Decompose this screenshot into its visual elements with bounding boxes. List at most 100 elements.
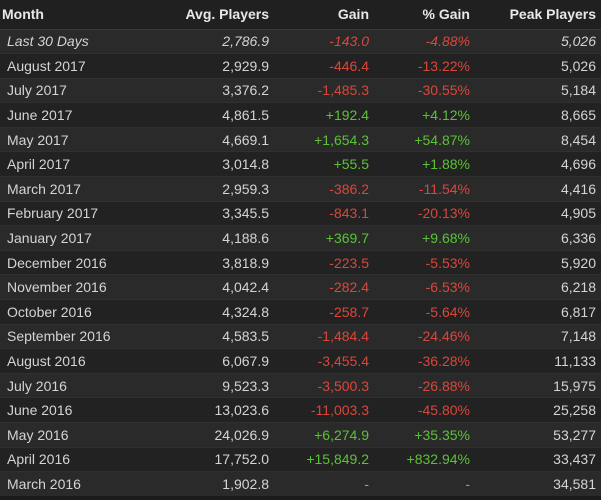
month-cell: May 2016 xyxy=(0,422,162,448)
percent-gain-cell: +4.12% xyxy=(374,102,475,128)
month-cell: April 2017 xyxy=(0,151,162,177)
avg-players-cell: 6,067.9 xyxy=(162,348,274,374)
avg-players-cell: 1,902.8 xyxy=(162,471,274,497)
month-cell: October 2016 xyxy=(0,299,162,325)
month-cell: July 2017 xyxy=(0,77,162,103)
month-cell: December 2016 xyxy=(0,249,162,275)
percent-gain-cell: +832.94% xyxy=(374,446,475,472)
percent-gain-cell: +1.88% xyxy=(374,151,475,177)
table-row: August 2017 2,929.9 -446.4 -13.22% 5,026 xyxy=(0,53,601,79)
month-cell: February 2017 xyxy=(0,200,162,226)
month-cell: May 2017 xyxy=(0,126,162,152)
avg-players-cell: 13,023.6 xyxy=(162,397,274,423)
avg-players-cell: 4,861.5 xyxy=(162,102,274,128)
table-row: June 2016 13,023.6 -11,003.3 -45.80% 25,258 xyxy=(0,397,601,423)
gain-cell: -3,455.4 xyxy=(274,348,374,374)
table-row: July 2017 3,376.2 -1,485.3 -30.55% 5,184 xyxy=(0,77,601,103)
peak-players-cell: 5,184 xyxy=(475,77,601,103)
peak-players-cell: 11,133 xyxy=(475,348,601,374)
gain-cell: -446.4 xyxy=(274,53,374,79)
avg-players-cell: 4,583.5 xyxy=(162,323,274,349)
percent-gain-cell: -45.80% xyxy=(374,397,475,423)
month-cell: November 2016 xyxy=(0,274,162,300)
avg-players-cell: 3,345.5 xyxy=(162,200,274,226)
gain-cell: +55.5 xyxy=(274,151,374,177)
table-row: April 2016 17,752.0 +15,849.2 +832.94% 33,43… xyxy=(0,446,601,472)
percent-gain-cell: +35.35% xyxy=(374,422,475,448)
table-row: March 2016 1,902.8- -34,581 xyxy=(0,471,601,497)
gain-cell: -282.4 xyxy=(274,274,374,300)
peak-players-column-header[interactable]: Peak Players xyxy=(475,0,601,30)
peak-players-cell: 53,277 xyxy=(475,422,601,448)
avg-players-cell: 4,669.1 xyxy=(162,126,274,152)
table-row: January 2017 4,188.6 +369.7 +9.68% 6,336 xyxy=(0,225,601,251)
avg-players-cell: 2,959.3 xyxy=(162,176,274,202)
percent-gain-column-header[interactable]: % Gain xyxy=(374,0,475,30)
gain-cell: +1,654.3 xyxy=(274,126,374,152)
avg-players-cell: 24,026.9 xyxy=(162,422,274,448)
avg-players-cell: 2,929.9 xyxy=(162,53,274,79)
peak-players-cell: 6,336 xyxy=(475,225,601,251)
avg-players-cell: 3,014.8 xyxy=(162,151,274,177)
avg-players-column-header[interactable]: Avg. Players xyxy=(162,0,274,30)
header-row: Month Avg. Players Gain % Gain Peak Play… xyxy=(0,0,601,30)
month-cell: January 2017 xyxy=(0,225,162,251)
avg-players-cell: 4,042.4 xyxy=(162,274,274,300)
month-cell: Last 30 Days xyxy=(0,28,162,54)
table-row: September 2016 4,583.5 -1,484.4 -24.46% 7,14… xyxy=(0,323,601,349)
table-row: April 2017 3,014.8 +55.5 +1.88% 4,696 xyxy=(0,151,601,177)
table-row: March 2017 2,959.3 -386.2 -11.54% 4,416 xyxy=(0,176,601,202)
avg-players-cell: 4,188.6 xyxy=(162,225,274,251)
table-row: August 2016 6,067.9 -3,455.4 -36.28% 11,133 xyxy=(0,348,601,374)
gain-column-header[interactable]: Gain xyxy=(274,0,374,30)
peak-players-cell: 8,665 xyxy=(475,102,601,128)
peak-players-cell: 7,148 xyxy=(475,323,601,349)
percent-gain-cell: -24.46% xyxy=(374,323,475,349)
gain-cell: +192.4 xyxy=(274,102,374,128)
gain-cell: -386.2 xyxy=(274,176,374,202)
gain-cell: - xyxy=(274,471,374,497)
peak-players-cell: 34,581 xyxy=(475,471,601,497)
percent-gain-cell: -13.22% xyxy=(374,53,475,79)
gain-cell: -1,485.3 xyxy=(274,77,374,103)
gain-cell: -258.7 xyxy=(274,299,374,325)
table-row: December 2016 3,818.9 -223.5 -5.53% 5,920 xyxy=(0,249,601,275)
table-row: February 2017 3,345.5 -843.1 -20.13% 4,905 xyxy=(0,200,601,226)
peak-players-cell: 25,258 xyxy=(475,397,601,423)
avg-players-cell: 2,786.9 xyxy=(162,28,274,54)
peak-players-cell: 33,437 xyxy=(475,446,601,472)
percent-gain-cell: -4.88% xyxy=(374,28,475,54)
peak-players-cell: 4,696 xyxy=(475,151,601,177)
table-body: Last 30 Days 2,786.9 -143.0 -4.88% 5,026 Augu… xyxy=(0,28,601,497)
gain-cell: -143.0 xyxy=(274,28,374,54)
peak-players-cell: 4,416 xyxy=(475,176,601,202)
table-row: November 2016 4,042.4 -282.4 -6.53% 6,218 xyxy=(0,274,601,300)
table-row: June 2017 4,861.5 +192.4 +4.12% 8,665 xyxy=(0,102,601,128)
gain-cell: +369.7 xyxy=(274,225,374,251)
month-cell: August 2017 xyxy=(0,53,162,79)
month-cell: September 2016 xyxy=(0,323,162,349)
peak-players-cell: 5,026 xyxy=(475,28,601,54)
table-row: May 2017 4,669.1 +1,654.3 +54.87% 8,454 xyxy=(0,126,601,152)
percent-gain-cell: -6.53% xyxy=(374,274,475,300)
percent-gain-cell: -20.13% xyxy=(374,200,475,226)
percent-gain-cell: -11.54% xyxy=(374,176,475,202)
avg-players-cell: 4,324.8 xyxy=(162,299,274,325)
month-column-header[interactable]: Month xyxy=(0,0,162,30)
month-cell: June 2017 xyxy=(0,102,162,128)
percent-gain-cell: -26.88% xyxy=(374,372,475,398)
avg-players-cell: 17,752.0 xyxy=(162,446,274,472)
percent-gain-cell: +54.87% xyxy=(374,126,475,152)
gain-cell: +15,849.2 xyxy=(274,446,374,472)
peak-players-cell: 6,218 xyxy=(475,274,601,300)
table-row: July 2016 9,523.3 -3,500.3 -26.88% 15,975 xyxy=(0,372,601,398)
gain-cell: -1,484.4 xyxy=(274,323,374,349)
percent-gain-cell: - xyxy=(374,471,475,497)
month-cell: July 2016 xyxy=(0,372,162,398)
table-row: May 2016 24,026.9 +6,274.9 +35.35% 53,277 xyxy=(0,422,601,448)
percent-gain-cell: -30.55% xyxy=(374,77,475,103)
peak-players-cell: 5,026 xyxy=(475,53,601,79)
percent-gain-cell: +9.68% xyxy=(374,225,475,251)
avg-players-cell: 9,523.3 xyxy=(162,372,274,398)
